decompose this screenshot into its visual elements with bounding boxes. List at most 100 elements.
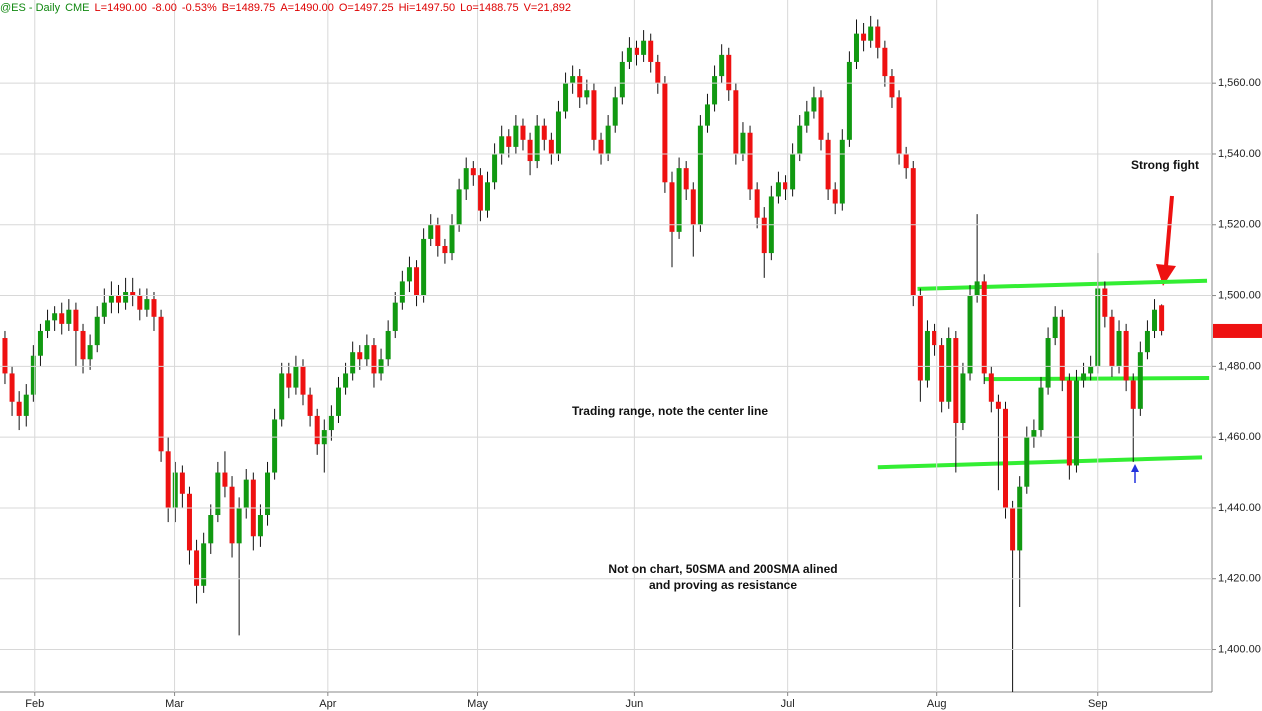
y-tick-label: 1,560.00 [1218,77,1261,89]
candle-body [45,320,51,331]
candle-body [861,33,867,41]
candle-body [116,295,122,303]
candle-body [442,246,448,254]
candle-body [1102,288,1108,317]
candle-body [300,366,306,395]
header-item: O=1497.25 [339,2,394,14]
candle-body [939,345,945,402]
candle-body [94,316,100,346]
candle-body [790,153,796,190]
candle-body [484,182,490,211]
candle-body [194,550,200,586]
candle-body [257,515,263,537]
candle-body [612,97,618,126]
candle-body [137,295,143,310]
y-tick-label: 1,420.00 [1218,573,1261,585]
candle-body [449,224,455,254]
candle-body [839,139,845,204]
candle-body [634,47,640,55]
candle-body [917,295,923,381]
candle-body [123,292,129,303]
header-item: V=21,892 [524,2,571,14]
y-tick-label: 1,500.00 [1218,289,1261,301]
candle-body [910,168,916,296]
candle-body [726,54,732,91]
trendline [877,455,1203,470]
candle-body [492,153,498,183]
candle-body [513,125,519,147]
candle-body [243,479,249,508]
candle-body [591,90,597,140]
candle-body [719,54,725,77]
candle-body [477,175,483,211]
candle-body [598,139,604,154]
arrow [1164,195,1174,267]
candle-body [1038,387,1044,431]
trendline [984,376,1210,382]
y-tick-label: 1,400.00 [1218,643,1261,655]
last-price-box [1213,323,1262,338]
candle-body [818,97,824,140]
candle-body [80,330,86,360]
candle-body [669,182,675,232]
candle-body [265,472,271,516]
candle-body [158,316,164,452]
candle-body [811,97,817,112]
candle-body [399,281,405,303]
candle-body [527,139,533,162]
candle-body [350,352,356,374]
candle-body [215,472,221,516]
candle-body [1059,316,1065,381]
x-tick-label: Sep [1088,698,1108,710]
candle-body [882,47,888,77]
candle-body [712,76,718,105]
candle-body [1137,352,1143,409]
candle-body [1159,305,1165,331]
candle-body [520,125,526,140]
candle-body [783,182,789,190]
candle-body [385,330,391,360]
candle-body [9,373,15,402]
candle-body [165,451,171,508]
header-item: Hi=1497.50 [399,2,456,14]
header-item: L=1490.00 [95,2,147,14]
candle-body [470,168,476,176]
candle-body [201,543,207,586]
candle-body [946,338,952,402]
candle-body [903,153,909,169]
candle-body [392,302,398,331]
candle-body [875,26,881,48]
candle-body [499,136,505,154]
candle-body [981,281,987,374]
candle-body [932,330,938,346]
candle-body [570,76,576,84]
candle-body [101,302,107,317]
candle-body [555,111,561,154]
candle-body [186,493,192,551]
candle-body [889,76,895,98]
candle-body [974,281,980,296]
candle-body [30,355,36,395]
candle-body [754,189,760,218]
candle-body [534,125,540,162]
candle-body [641,40,647,55]
candle-body [179,472,185,494]
candle-body [1123,330,1129,381]
candle-body [16,401,22,416]
candle-body [804,111,810,126]
header-item: CME [65,2,89,14]
candle-body [343,373,349,388]
candle-body [144,299,150,310]
candle-body [1116,330,1122,367]
candle-body [37,330,43,356]
y-tick-label: 1,480.00 [1218,360,1261,372]
candle-body [279,373,285,420]
candle-body [428,224,434,239]
candle-body [435,224,441,247]
candle-body [648,40,654,62]
candle-body [52,313,58,321]
annotation: Strong fight [1131,158,1199,172]
candle-body [151,299,157,317]
candle-body [548,139,554,154]
